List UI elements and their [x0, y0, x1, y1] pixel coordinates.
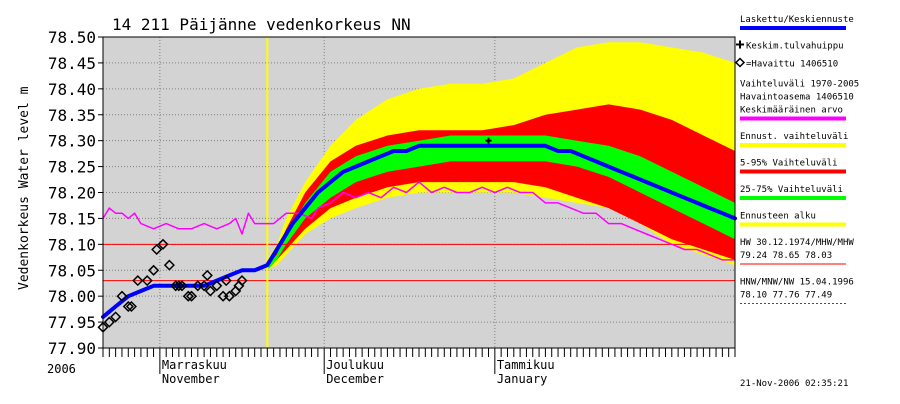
legend-label: Keskim.tulvahuippu [746, 42, 844, 52]
month-label-fi: Joulukuu [326, 358, 384, 372]
observed-point [110, 311, 122, 323]
y-tick-label: 77.95 [48, 313, 96, 332]
y-tick-label: 78.35 [48, 106, 96, 125]
observed-point [182, 290, 194, 302]
observed-point [163, 259, 175, 271]
observed-point [148, 264, 160, 276]
legend-label: Vaihteluväli 1970-2005 [740, 80, 859, 90]
legend-label: Laskettu/Keskiennuste [740, 15, 854, 25]
observed-point [220, 275, 232, 287]
year-label: 2006 [47, 362, 76, 376]
month-label-fi: Marraskuu [162, 358, 227, 372]
y-tick-label: 78.00 [48, 287, 96, 306]
legend-label: Havaintoasema 1406510 [740, 93, 854, 103]
legend-label: Ennust. vaihteluväli [740, 132, 848, 142]
month-label-en: December [326, 372, 384, 386]
legend-label: 78.10 77.76 77.49 [740, 291, 832, 301]
observed-point [204, 285, 216, 297]
y-tick-label: 78.05 [48, 261, 96, 280]
y-tick-label: 78.30 [48, 132, 96, 151]
y-tick-label: 77.90 [48, 339, 96, 358]
band-5-95 [267, 104, 735, 271]
month-label-fi: Tammikuu [497, 358, 555, 372]
observed-point [122, 300, 134, 313]
y-axis-label: Vedenkorkeus Water level m [17, 86, 32, 290]
y-tick-label: 78.10 [48, 235, 96, 254]
chart-title: 14 211 Päijänne vedenkorkeus NN [112, 15, 411, 34]
observed-point [103, 316, 115, 328]
y-tick-label: 78.45 [48, 54, 96, 73]
observed-point [151, 243, 163, 256]
legend-label: 25-75% Vaihteluväli [740, 185, 843, 195]
legend-label: 79.24 78.65 78.03 [740, 251, 832, 261]
observed-point [157, 238, 169, 250]
legend-marker-diamond [734, 57, 746, 68]
observed-point [211, 280, 223, 292]
timestamp: 21-Nov-2006 02:35:21 [740, 379, 848, 389]
observed-point [132, 275, 144, 287]
y-tick-label: 78.20 [48, 184, 96, 203]
legend-label: Ennusteen alku [740, 212, 816, 222]
observed-point [116, 290, 128, 302]
observed-point [185, 290, 198, 302]
observed-point [236, 275, 248, 287]
y-tick-label: 78.25 [48, 158, 96, 177]
month-label-en: January [497, 372, 548, 386]
y-tick-label: 78.50 [48, 28, 96, 47]
y-tick-label: 78.15 [48, 209, 96, 228]
legend-label: =Havaittu 1406510 [746, 60, 838, 70]
observed-point [173, 280, 185, 292]
legend-label: HW 30.12.1974/MHW/MHW [740, 238, 854, 248]
observed-point [223, 290, 235, 302]
plot-area: 78.50 78.45 78.40 78.35 78.30 78.25 78.20 78.15… [48, 28, 737, 386]
legend-label: Keskimääräinen arvo [740, 106, 843, 116]
legend: Laskettu/Keskiennuste Keskim.tulvahuippu =… [734, 15, 859, 304]
month-label-en: November [162, 372, 220, 386]
y-tick-label: 78.40 [48, 80, 96, 99]
observed-point [141, 275, 153, 287]
legend-label: 5-95% Vaihteluväli [740, 159, 838, 169]
series-line-mean [102, 181, 736, 261]
observed-point [198, 280, 210, 292]
observed-point [176, 280, 188, 292]
series-line-forecast [101, 143, 737, 319]
legend-label: HNW/MNW/NW 15.04.1996 [740, 278, 854, 288]
observed-point [125, 300, 137, 313]
observed-point [201, 269, 213, 281]
